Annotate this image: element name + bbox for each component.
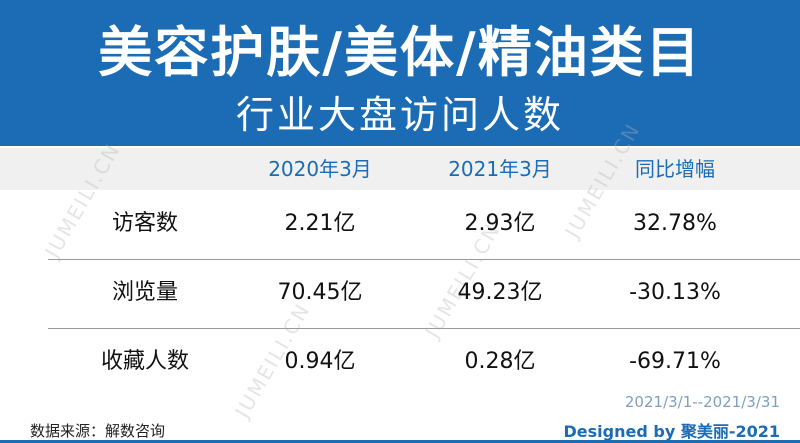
source: 数据来源：解数咨询 [30, 422, 166, 440]
banner [0, 0, 800, 146]
column-header: 2021年3月 [448, 157, 552, 181]
period: 2021/3/1--2021/3/31 [624, 393, 780, 411]
cell: 32.78% [633, 211, 717, 236]
row-label: 收藏人数 [100, 349, 189, 374]
cell: 49.23亿 [457, 280, 543, 305]
bottom-line [0, 440, 800, 443]
cell: -69.71% [629, 349, 721, 374]
title: 美容护肤/美体/精油类目 [98, 21, 702, 84]
row-label: 访客数 [111, 211, 178, 236]
cell: 70.45亿 [277, 280, 363, 305]
header-row [0, 148, 800, 190]
cell: 2.93亿 [464, 211, 536, 236]
subtitle: 行业大盘访问人数 [235, 93, 564, 137]
row-label: 浏览量 [111, 280, 178, 305]
designed-by: Designed by 聚美丽-2021 [563, 422, 781, 441]
cell: 2.21亿 [284, 211, 356, 236]
column-header: 2020年3月 [268, 157, 372, 181]
column-header: 同比增幅 [635, 157, 715, 181]
cell: 0.94亿 [284, 349, 356, 374]
cell: -30.13% [629, 280, 721, 305]
row-separator [48, 259, 800, 260]
row-separator [48, 328, 800, 329]
cell: 0.28亿 [464, 349, 536, 374]
